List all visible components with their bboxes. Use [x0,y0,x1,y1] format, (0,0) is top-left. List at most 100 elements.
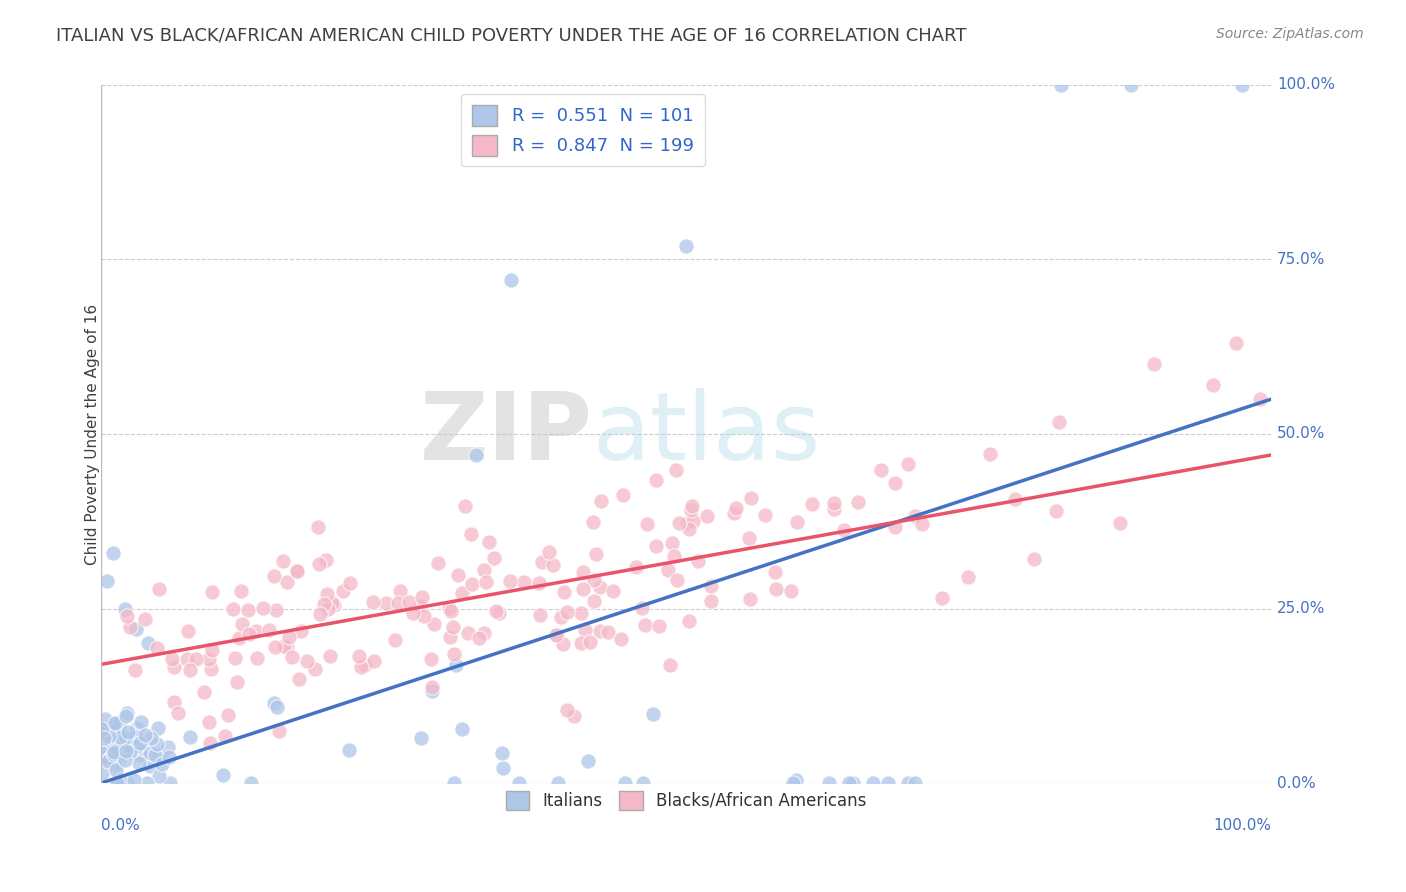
Point [124,663,146,677]
Point [883,520,905,534]
Point [409,599,432,613]
Point [125,722,148,736]
Point [339,575,361,590]
Point [740,491,762,505]
Point [547,776,569,790]
Point [224,651,246,665]
Point [114,709,136,723]
Point [288,672,311,686]
Point [485,604,508,618]
Point [201,584,224,599]
Point [1045,504,1067,518]
Point [277,630,299,644]
Point [125,730,148,744]
Point [596,625,619,640]
Point [589,580,612,594]
Point [259,623,281,637]
Point [661,535,683,549]
Point [316,602,339,616]
Point [285,564,308,578]
Point [474,575,496,590]
Point [846,495,869,509]
Text: 100.0%: 100.0% [1213,818,1271,833]
Point [834,523,856,537]
Point [263,569,285,583]
Point [647,619,669,633]
Point [197,652,219,666]
Point [543,558,565,573]
Point [420,684,443,698]
Point [838,776,860,790]
Point [97,752,120,766]
Point [1108,516,1130,530]
Point [128,756,150,771]
Point [321,596,343,610]
Point [115,744,138,758]
Point [782,776,804,790]
Point [529,607,551,622]
Point [550,610,572,624]
Point [725,500,748,515]
Point [98,747,121,761]
Point [389,584,412,599]
Point [464,448,486,462]
Point [666,573,689,587]
Point [105,776,128,790]
Point [111,776,134,790]
Point [276,574,298,589]
Point [107,741,129,756]
Point [527,576,550,591]
Point [675,238,697,252]
Point [231,617,253,632]
Point [786,515,808,529]
Point [363,655,385,669]
Point [94,746,117,760]
Point [555,703,578,717]
Point [897,457,920,471]
Point [122,773,145,788]
Point [263,696,285,710]
Point [657,564,679,578]
Text: 0.0%: 0.0% [101,818,139,833]
Point [136,776,159,790]
Point [150,757,173,772]
Text: ZIP: ZIP [420,388,592,480]
Point [104,763,127,777]
Point [245,624,267,638]
Point [1047,415,1070,429]
Point [569,636,592,650]
Point [678,614,700,628]
Point [266,700,288,714]
Point [239,776,262,790]
Point [454,499,477,513]
Point [146,721,169,735]
Point [193,685,215,699]
Point [738,531,761,545]
Point [101,716,124,731]
Point [461,577,484,591]
Point [499,273,522,287]
Point [315,553,337,567]
Point [323,598,346,612]
Point [212,767,235,781]
Point [236,602,259,616]
Point [572,566,595,580]
Point [148,582,170,596]
Point [562,709,585,723]
Point [361,595,384,609]
Point [696,508,718,523]
Point [904,509,927,524]
Point [823,495,845,509]
Point [412,608,434,623]
Point [114,753,136,767]
Point [98,753,121,767]
Point [688,554,710,568]
Point [555,605,578,619]
Point [499,574,522,588]
Point [582,594,605,608]
Point [107,776,129,790]
Point [609,632,631,646]
Point [437,601,460,615]
Point [163,695,186,709]
Point [446,658,468,673]
